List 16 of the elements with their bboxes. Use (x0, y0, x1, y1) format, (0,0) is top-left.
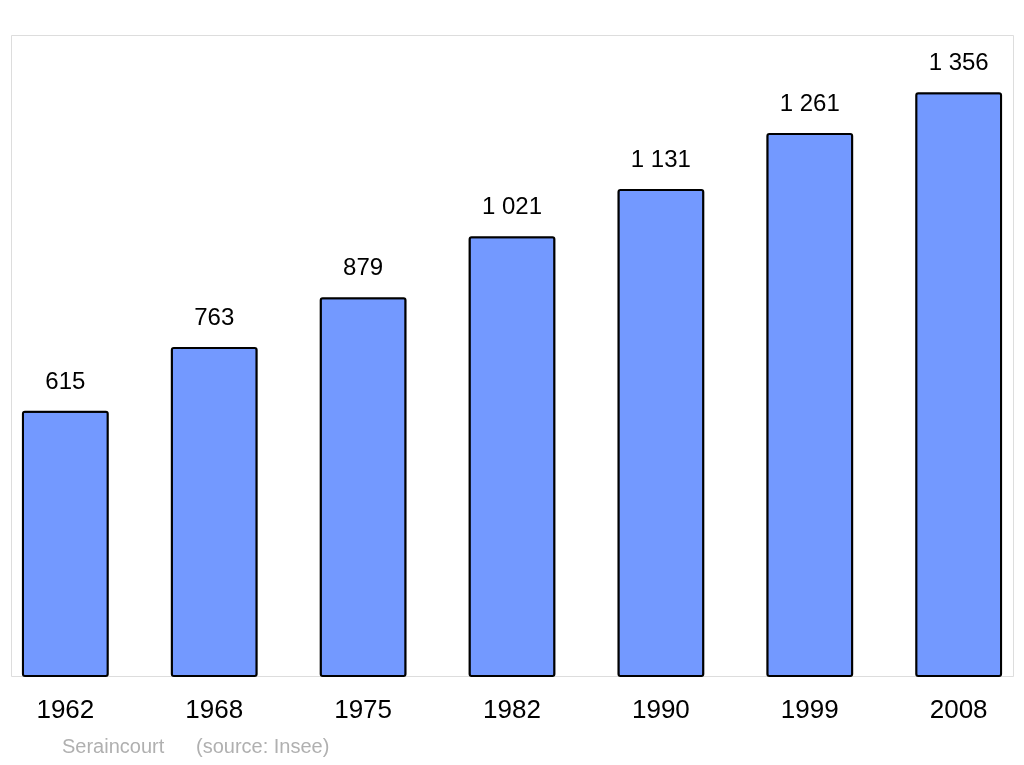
x-tick-label: 1990 (631, 693, 690, 724)
data-label: 879 (343, 253, 384, 281)
x-tick-label: 1999 (780, 693, 839, 724)
data-label: 1 021 (481, 192, 543, 220)
x-tick-label: 1968 (185, 693, 244, 724)
x-tick-label: 1962 (36, 693, 95, 724)
data-label: 1 261 (779, 89, 840, 117)
text: Seraincourt (62, 735, 165, 757)
data-label: 615 (45, 366, 86, 394)
x-tick-label: 1975 (334, 693, 393, 724)
text: (source: Insee) (196, 735, 330, 757)
data-label: 763 (194, 303, 235, 331)
data-label: 1 356 (928, 48, 989, 76)
data-label: 1 131 (630, 144, 691, 172)
x-tick-label: 1982 (483, 693, 541, 724)
x-tick-label: 2008 (929, 693, 988, 724)
